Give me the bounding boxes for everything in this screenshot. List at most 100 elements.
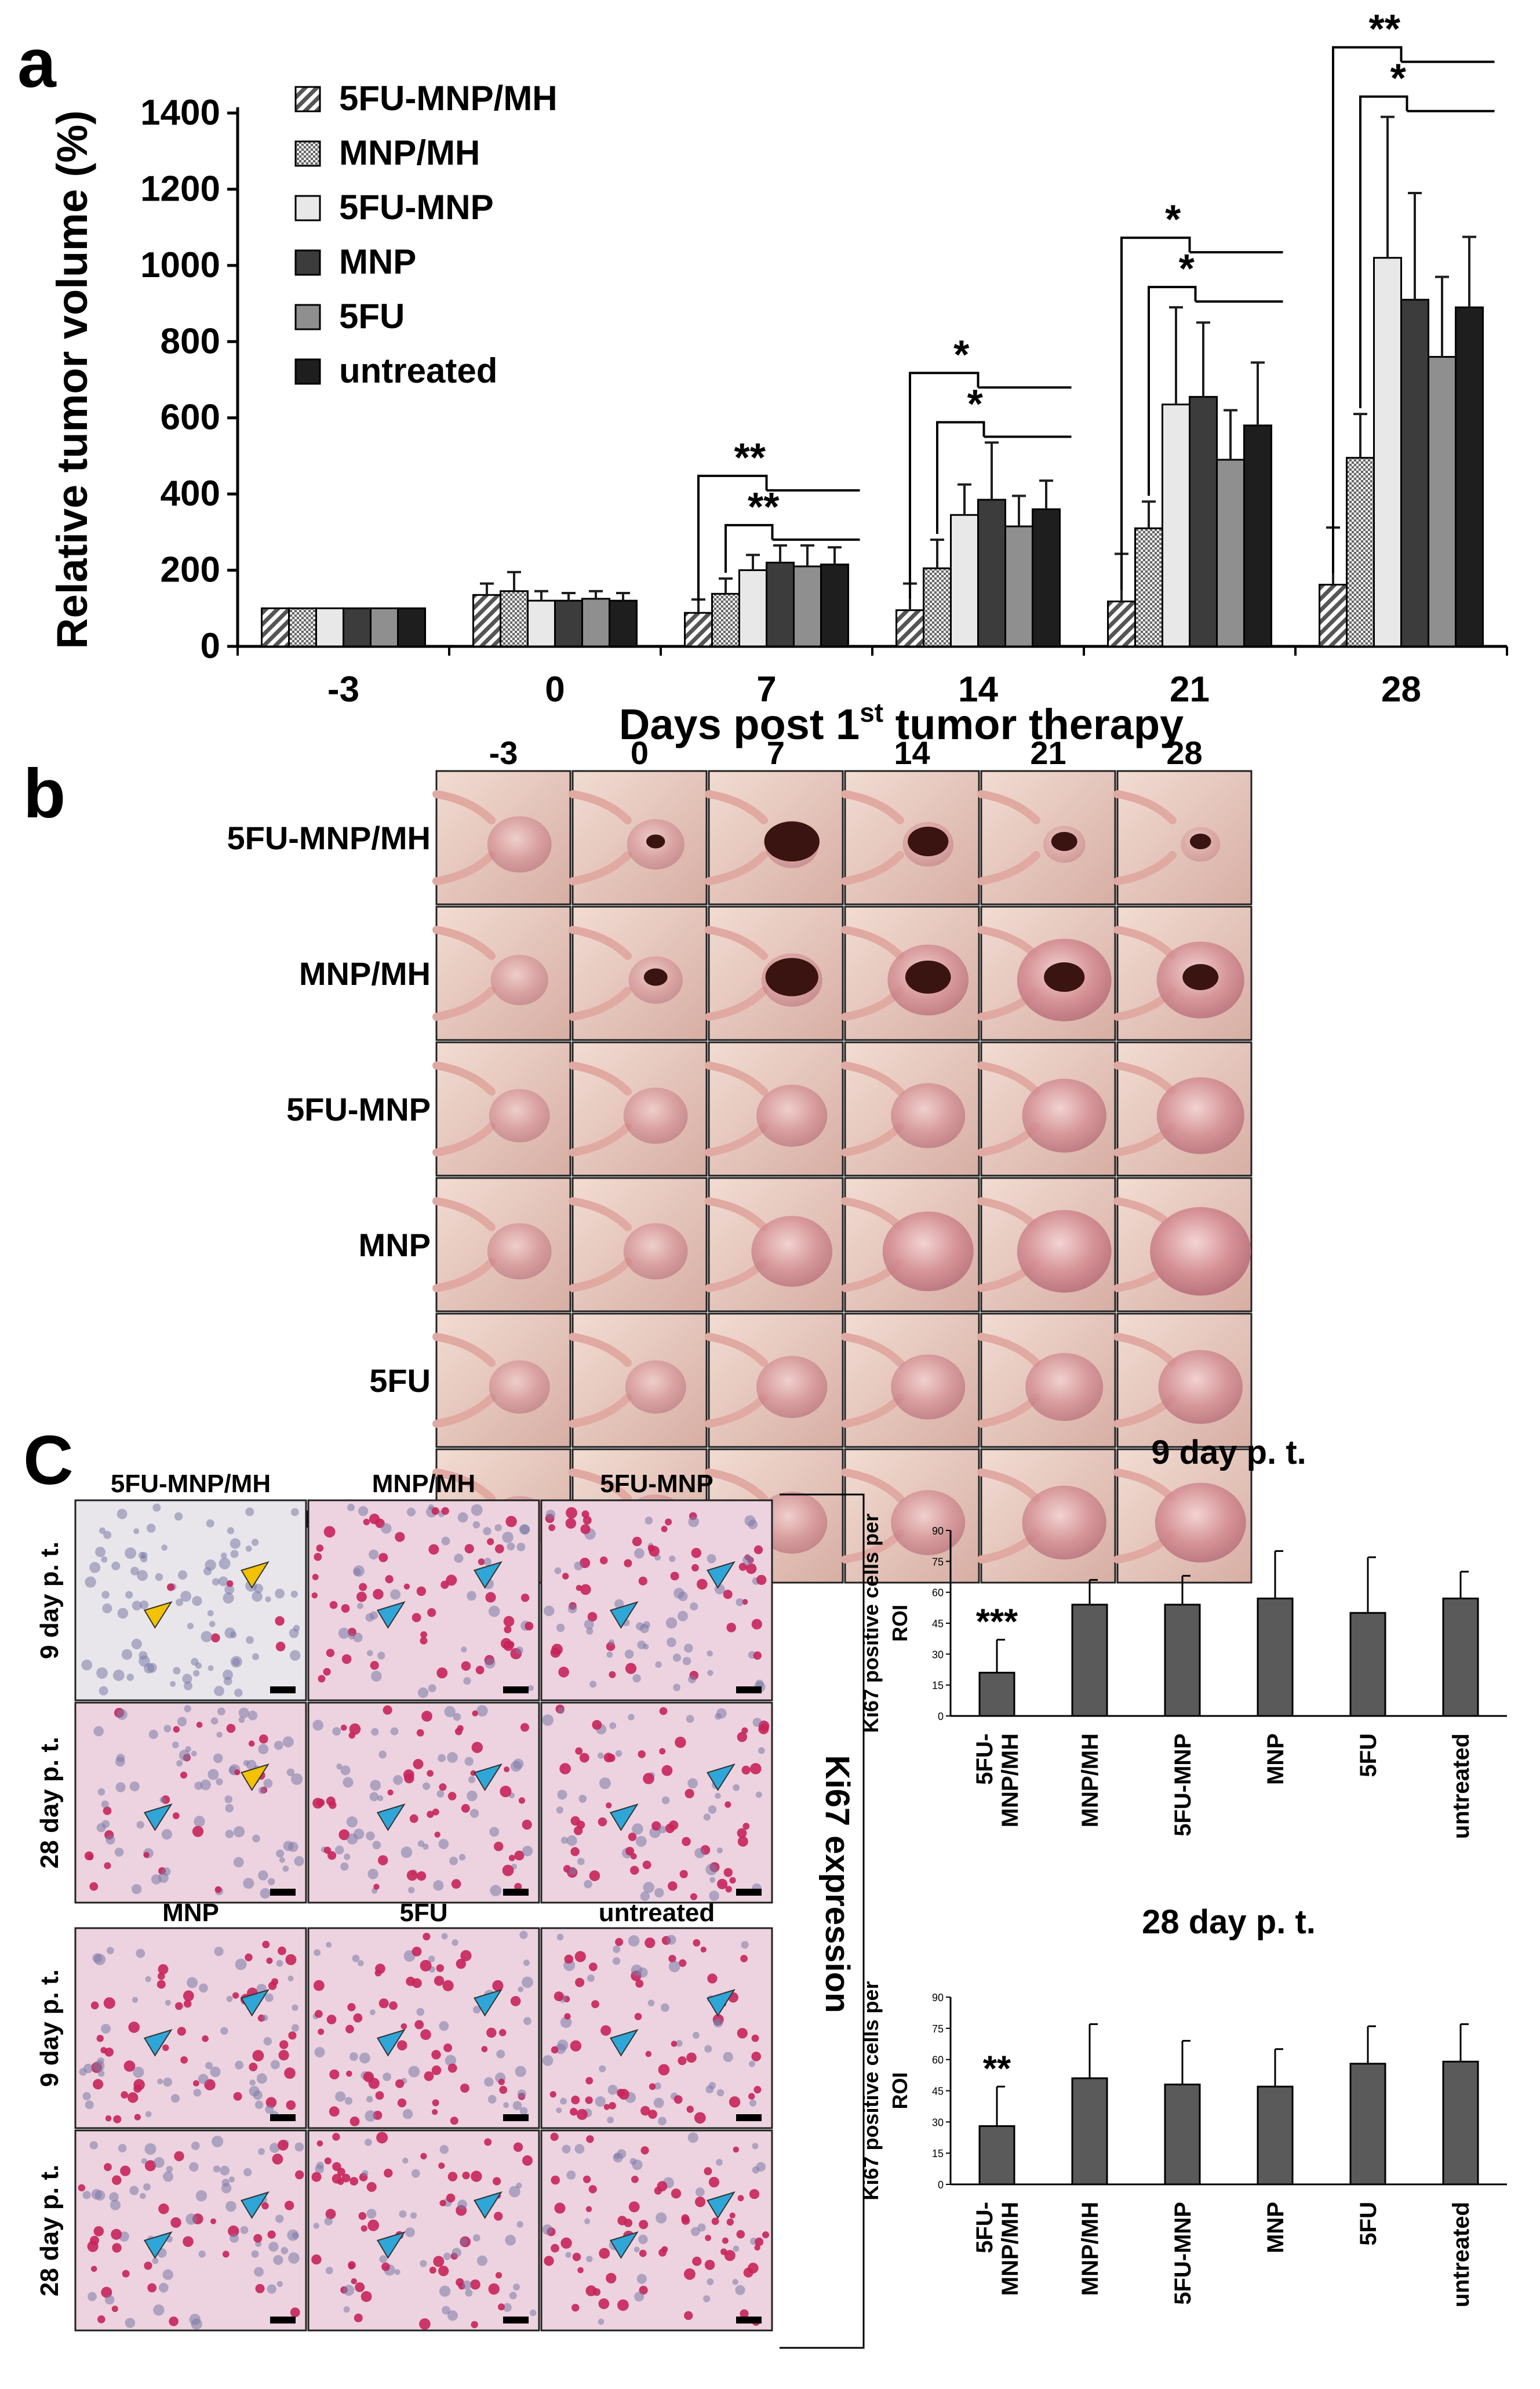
nucleus <box>454 1554 464 1563</box>
ki67-positive-nucleus <box>312 1573 319 1580</box>
ki67-positive-nucleus <box>498 2029 507 2037</box>
nucleus <box>359 2052 370 2064</box>
nucleus <box>117 1608 129 1619</box>
nucleus <box>336 1763 343 1770</box>
nucleus <box>290 1650 301 1661</box>
ki67-positive-nucleus <box>737 2028 748 2039</box>
nucleus <box>707 1554 716 1563</box>
ki67-positive-nucleus <box>311 2254 322 2265</box>
nucleus <box>708 2082 716 2089</box>
ki67-positive-nucleus <box>671 2041 678 2047</box>
nucleus <box>402 2109 413 2119</box>
histology-row-label: 28 day p. t. <box>35 2165 64 2296</box>
ki67-positive-nucleus <box>104 1862 111 1870</box>
nucleus <box>220 2027 228 2035</box>
mouse-photo <box>432 1041 571 1177</box>
nucleus <box>312 1719 323 1731</box>
ki67-positive-nucleus <box>472 1710 478 1717</box>
nucleus <box>131 1884 142 1895</box>
tumor <box>1022 1078 1106 1153</box>
bar <box>1004 525 1033 648</box>
ki67-positive-nucleus <box>686 2052 697 2063</box>
y-tick-label: 75 <box>932 2023 944 2035</box>
nucleus <box>144 2143 156 2155</box>
y-tick-label: 0 <box>938 2179 944 2191</box>
bar <box>1349 1612 1386 1717</box>
ki67-positive-nucleus <box>144 2261 152 2270</box>
mouse-leg <box>1113 790 1177 824</box>
bar <box>261 607 290 648</box>
ki67-positive-nucleus <box>738 1562 747 1571</box>
mouse-leg <box>569 1061 632 1096</box>
nucleus <box>205 2061 213 2070</box>
nucleus <box>660 2003 669 2012</box>
nucleus <box>609 1722 617 1729</box>
ki67-positive-nucleus <box>234 1769 241 1776</box>
nucleus <box>372 1841 381 1849</box>
nucleus <box>221 2183 232 2194</box>
tumor <box>891 1083 966 1148</box>
ki67-positive-nucleus <box>202 2035 209 2042</box>
nucleus <box>716 2089 725 2097</box>
nucleus <box>187 1977 198 1988</box>
ki67-positive-nucleus <box>397 2098 407 2108</box>
histology-header: 5FU-MNP <box>600 1470 713 1498</box>
ki67-positive-nucleus <box>591 2000 599 2009</box>
ki67-positive-nucleus <box>443 2043 453 2052</box>
bar <box>1319 584 1348 648</box>
bar <box>527 599 556 648</box>
legend-label: 5FU-MNP <box>339 188 494 227</box>
ki67-positive-nucleus <box>434 1831 440 1838</box>
ki67-positive-nucleus <box>249 2063 258 2071</box>
ki67-positive-nucleus <box>420 2029 431 2040</box>
ki67-positive-nucleus <box>419 2318 431 2330</box>
ki67-positive-nucleus <box>363 2071 374 2082</box>
ki67-positive-nucleus <box>133 2084 142 2093</box>
y-axis-label: Ki67 positive cells per <box>859 1514 883 1733</box>
x-tick-label: 5FU <box>1356 2202 1381 2246</box>
nucleus <box>294 2142 304 2152</box>
nucleus <box>723 2052 733 2062</box>
nucleus <box>567 1604 577 1614</box>
ki67-expression-label: Ki67 expression <box>818 1755 856 2013</box>
nucleus <box>420 2260 427 2267</box>
ki67-28day-chart: 28 day p. t. 0 15 30 45 60 75 90 Ki67 positive c… <box>859 1903 1507 2307</box>
tumor <box>882 1211 974 1292</box>
nucleus <box>251 1539 259 1546</box>
nucleus <box>315 2164 324 2174</box>
nucleus <box>267 1878 275 1886</box>
mouse-leg <box>569 1333 632 1367</box>
y-tick-label: 60 <box>932 1587 944 1599</box>
nucleus <box>634 2292 644 2302</box>
bar <box>500 590 529 648</box>
nucleus <box>666 1935 676 1945</box>
nucleus <box>394 2269 401 2275</box>
nucleus <box>441 1536 450 1546</box>
ki67-positive-nucleus <box>436 1964 444 1972</box>
nucleus <box>225 2201 236 2212</box>
y-tick-label: 30 <box>932 2117 944 2128</box>
nucleus <box>145 1976 151 1983</box>
tumor <box>751 1216 833 1287</box>
ki67-positive-nucleus <box>340 1725 347 1731</box>
mouse-leg <box>977 1061 1040 1096</box>
nucleus <box>176 1598 184 1606</box>
ki67-positive-nucleus <box>90 2235 99 2245</box>
ki67-positive-nucleus <box>441 1507 449 1515</box>
histology-row-label: 9 day p. t. <box>35 1541 64 1659</box>
mouse-leg <box>977 851 1040 885</box>
mouse-leg <box>977 1468 1040 1503</box>
ki67-positive-nucleus <box>625 1663 637 1674</box>
nucleus <box>282 1736 294 1748</box>
ki67-positive-nucleus <box>113 2115 122 2123</box>
nucleus <box>206 1519 214 1528</box>
nucleus <box>152 2257 159 2264</box>
ki67-positive-nucleus <box>87 1854 94 1860</box>
histology-row-label: 28 day p. t. <box>35 1737 64 1868</box>
ki67-positive-nucleus <box>78 2184 85 2192</box>
bar <box>766 561 795 648</box>
ki67-positive-nucleus <box>279 2040 289 2049</box>
ki67-positive-nucleus <box>659 1748 666 1755</box>
nucleus <box>292 2232 299 2239</box>
histology-tile <box>307 1499 540 1701</box>
